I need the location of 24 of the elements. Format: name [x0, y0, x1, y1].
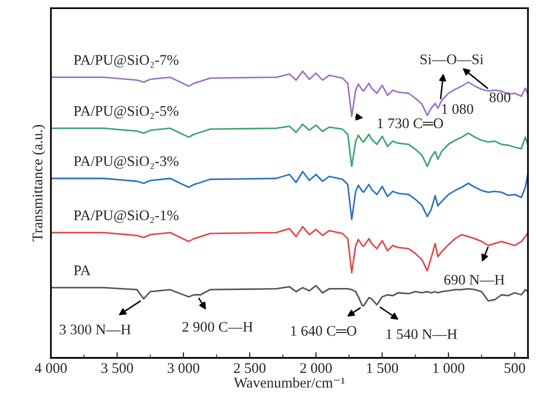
annotation: 3 300 N—H — [60, 324, 131, 334]
x-tick-label: 3 500 — [101, 363, 134, 373]
series-label: PA/PU@SiO₂-1% — [74, 210, 178, 224]
x-tick-label: 1 000 — [433, 363, 464, 373]
annotation: 1 640 C═O — [291, 326, 356, 336]
annotation: 1 540 N—H — [386, 329, 457, 340]
x-tick-label: 500 — [504, 363, 526, 373]
series-label: PA/PU@SiO₂-5% — [74, 106, 178, 119]
annotation: 690 N—H — [444, 274, 504, 285]
x-tick-label: 1 500 — [367, 363, 398, 373]
x-tick-label: 2 000 — [300, 363, 332, 373]
annotation: 1 730 C═O — [378, 118, 443, 128]
series-label: PA — [74, 265, 91, 276]
y-axis-title: Transmittance (a.u.) — [32, 125, 46, 242]
series-label: PA/PU@SiO₂-7% — [74, 55, 178, 68]
x-axis-title: Wavenumber/cm⁻¹ — [234, 377, 345, 388]
x-tick-label: 4 000 — [34, 363, 67, 373]
text: Si—O—Si — [420, 54, 484, 64]
series-label: PA/PU@SiO₂-3% — [74, 156, 178, 169]
annotation: 1 080 — [442, 104, 474, 114]
annotation: 800 — [490, 92, 510, 102]
x-tick-label: 2 500 — [234, 363, 266, 373]
annotation: 2 900 C—H — [182, 322, 253, 332]
x-tick-label: 3 000 — [168, 363, 200, 373]
